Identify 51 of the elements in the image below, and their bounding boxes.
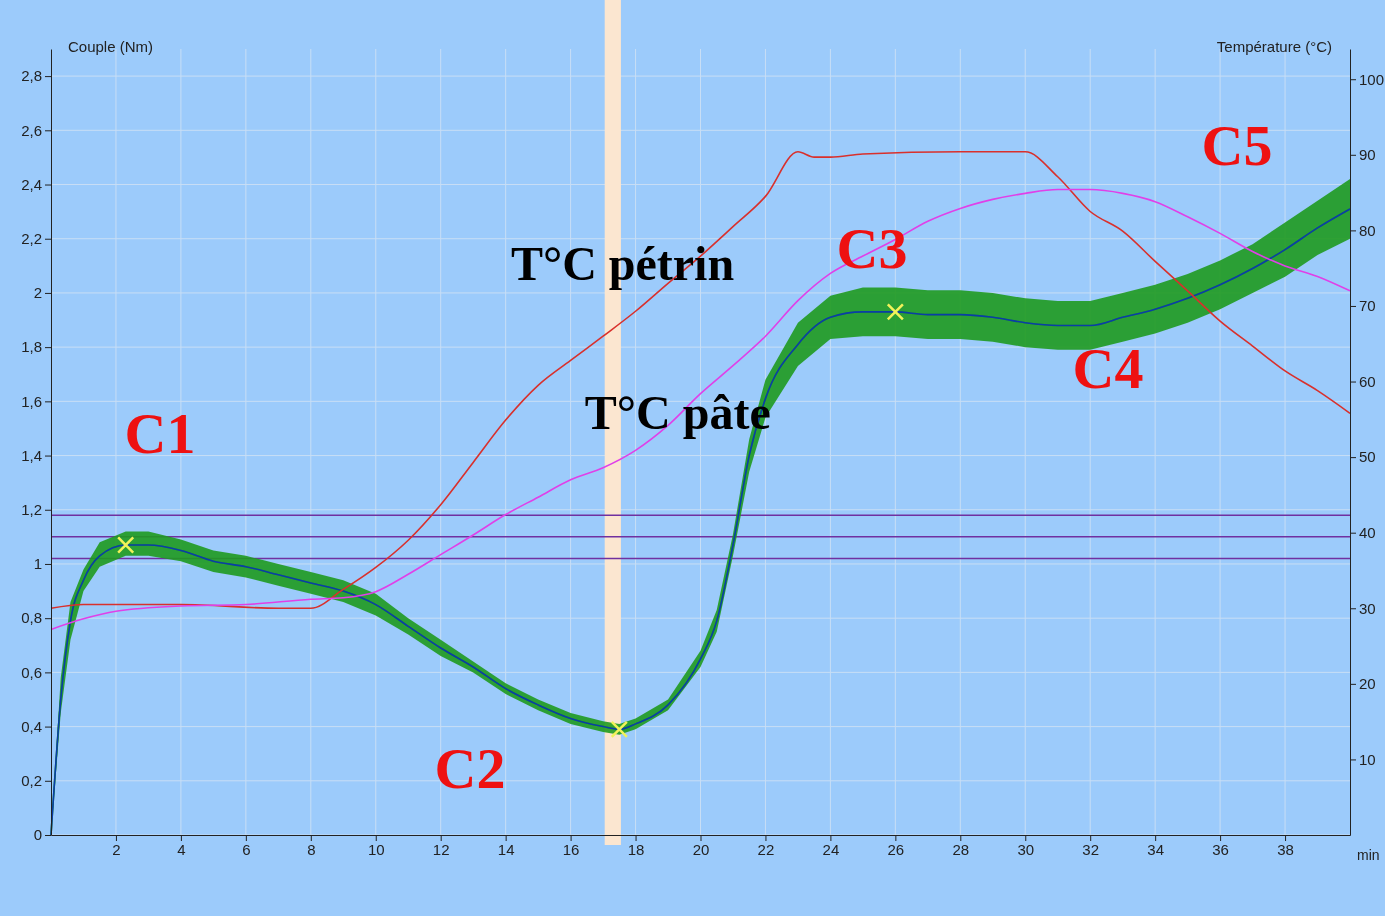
y-tick-label: 0,2 [21, 772, 42, 790]
y-tick-label: 1,2 [21, 501, 42, 519]
y-tick-label: 0,4 [21, 717, 42, 735]
x-tick-label: 12 [432, 840, 450, 858]
y-tick-label: 1,8 [21, 338, 42, 356]
x-tick-label: 28 [952, 840, 970, 858]
x-tick-label: 2 [112, 840, 121, 858]
y-tick-label: 2 [33, 284, 42, 302]
x-tick-label: 6 [242, 840, 251, 858]
y2-tick-label: 70 [1359, 297, 1376, 315]
y2-tick-label: 80 [1359, 221, 1376, 239]
annotation: C4 [1072, 336, 1144, 402]
x-tick-label: 24 [822, 840, 840, 858]
y2-tick-label: 30 [1359, 599, 1376, 617]
x-tick-label: 16 [562, 840, 580, 858]
y-tick-label: 2,2 [21, 230, 42, 248]
y-tick-label: 0 [33, 826, 42, 844]
x-axis-title: min [1357, 847, 1380, 863]
y-tick-label: 2,8 [21, 67, 42, 85]
x-tick-label: 30 [1017, 840, 1035, 858]
x-tick-label: 32 [1082, 840, 1100, 858]
y-tick-label: 1,6 [21, 392, 42, 410]
x-tick-label: 10 [367, 840, 385, 858]
x-tick-label: 26 [887, 840, 905, 858]
x-tick-label: 14 [497, 840, 515, 858]
y2-tick-label: 100 [1359, 70, 1385, 88]
y2-tick-label: 60 [1359, 372, 1376, 390]
y2-tick-label: 50 [1359, 448, 1376, 466]
y2-tick-label: 10 [1359, 750, 1376, 768]
x-tick-label: 8 [307, 840, 316, 858]
y-tick-label: 0,6 [21, 663, 42, 681]
y2-tick-label: 40 [1359, 523, 1376, 541]
annotation: C2 [434, 736, 506, 802]
y-tick-label: 1,4 [21, 446, 42, 464]
x-tick-label: 20 [692, 840, 710, 858]
y2-tick-label: 20 [1359, 675, 1376, 693]
x-tick-label: 38 [1277, 840, 1294, 858]
y2-axis-title: Température (°C) [1216, 38, 1332, 55]
x-tick-label: 18 [627, 840, 645, 858]
y-tick-label: 1 [33, 555, 42, 573]
x-tick-label: 4 [177, 840, 186, 858]
y-tick-label: 0,8 [21, 609, 42, 627]
annotation: C5 [1201, 113, 1273, 179]
x-tick-label: 22 [757, 840, 775, 858]
x-tick-label: 36 [1212, 840, 1229, 858]
y2-tick-label: 90 [1359, 146, 1376, 164]
y-tick-label: 2,4 [21, 175, 42, 193]
y-axis-title: Couple (Nm) [68, 38, 154, 55]
x-tick-label: 34 [1147, 840, 1164, 858]
y-tick-label: 2,6 [21, 121, 42, 139]
annotation: C1 [124, 401, 196, 467]
